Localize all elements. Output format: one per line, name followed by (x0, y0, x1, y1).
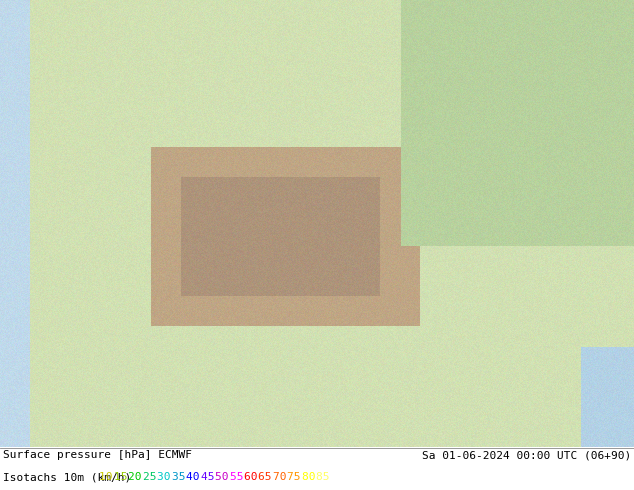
Text: 80: 80 (302, 472, 322, 482)
Text: Surface pressure [hPa] ECMWF: Surface pressure [hPa] ECMWF (3, 450, 192, 460)
Text: 25: 25 (143, 472, 163, 482)
Text: 90: 90 (331, 472, 351, 482)
Text: 45: 45 (200, 472, 221, 482)
Text: 85: 85 (316, 472, 337, 482)
Text: 65: 65 (259, 472, 279, 482)
Text: 20: 20 (128, 472, 148, 482)
Text: 75: 75 (287, 472, 307, 482)
Text: 10: 10 (100, 472, 120, 482)
Text: 70: 70 (273, 472, 293, 482)
Text: Sa 01-06-2024 00:00 UTC (06+90): Sa 01-06-2024 00:00 UTC (06+90) (422, 450, 631, 460)
Text: 55: 55 (230, 472, 250, 482)
Text: 40: 40 (186, 472, 207, 482)
Text: 15: 15 (114, 472, 134, 482)
Text: 35: 35 (172, 472, 192, 482)
Text: 50: 50 (215, 472, 235, 482)
Text: 60: 60 (244, 472, 264, 482)
Text: Isotachs 10m (km/h): Isotachs 10m (km/h) (3, 472, 138, 482)
Text: 30: 30 (157, 472, 178, 482)
